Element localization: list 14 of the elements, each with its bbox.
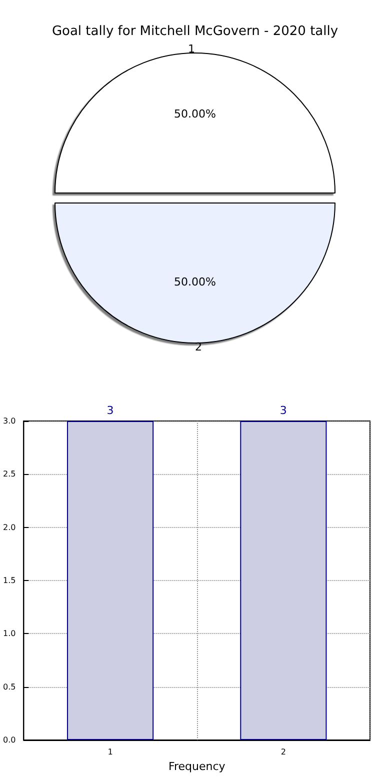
data-label: 3 — [106, 404, 114, 417]
data-label: 3 — [280, 404, 287, 417]
y-tick-label: 0.5 — [2, 682, 16, 692]
y-tick-label: 2.5 — [2, 470, 16, 479]
y-tick-label: 0.0 — [2, 736, 16, 744]
y-tick-label: 2.0 — [2, 522, 16, 532]
y-tick-label: 1.5 — [2, 576, 16, 585]
chart-title: Goal tally for Mitchell McGovern - 2020 tally — [52, 24, 338, 39]
data-label: 50.00% — [174, 108, 216, 120]
x-axis-title: Frequency — [168, 760, 226, 773]
y-tick-label: 1.0 — [2, 629, 16, 638]
slice-label: 1 — [188, 42, 195, 56]
data-label: 50.00% — [174, 276, 216, 288]
y-tick-label: 3.0 — [2, 416, 16, 426]
